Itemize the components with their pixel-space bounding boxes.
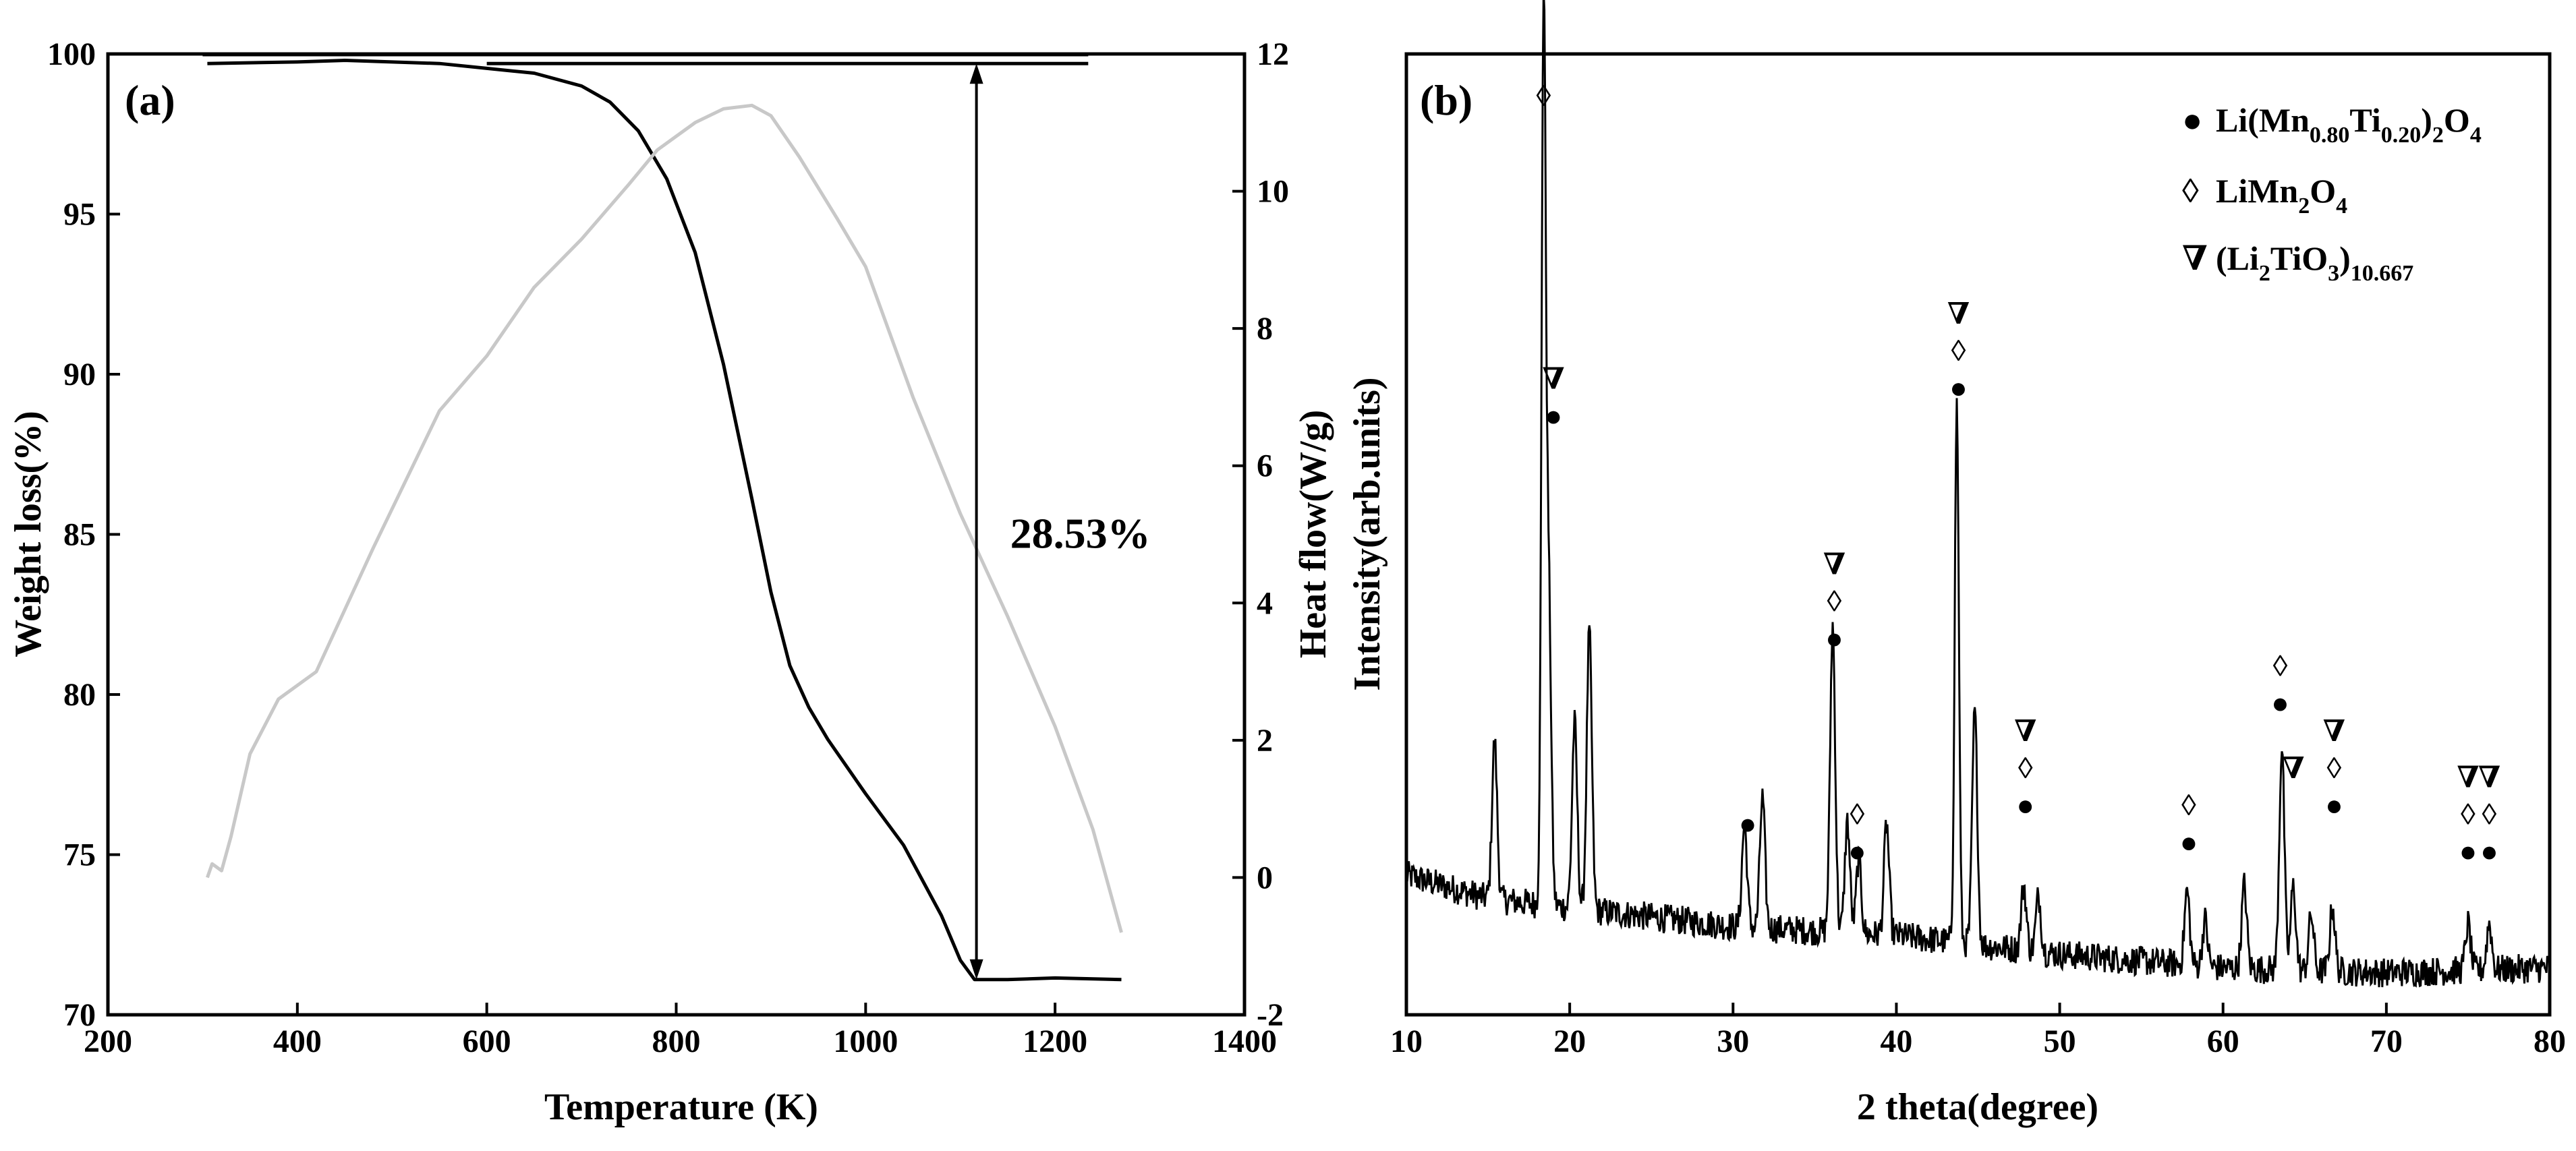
panel-b-legend: ● Li(Mn0.80Ti0.20)2O4 ◊ LiMn2O4 ∇ (Li2Ti… [2182, 101, 2482, 286]
peak-marker: ◊ [1827, 585, 1842, 618]
loss-arrow-head-down [969, 959, 983, 980]
x-tick-label: 1400 [1212, 1024, 1277, 1059]
y2-tick-label: -2 [1257, 997, 1284, 1033]
peak-marker: ∇ [2457, 761, 2479, 794]
legend-diamond-marker: ◊ [2182, 172, 2199, 210]
legend-label-limn2o4: LiMn2O4 [2216, 172, 2347, 218]
peak-marker: ∇ [2323, 715, 2345, 748]
peak-marker: ● [2271, 687, 2289, 720]
y-tick-label: 90 [63, 357, 96, 392]
peak-marker: ∇ [2282, 752, 2304, 785]
panel-b-plot-frame [1404, 52, 2552, 1017]
y2-tick-label: 10 [1257, 174, 1289, 210]
x-tick-label: 200 [84, 1024, 132, 1059]
panel-a-label: (a) [125, 76, 175, 124]
x-tick-label: 50 [2044, 1024, 2076, 1059]
x-tick-label: 40 [1880, 1024, 1912, 1059]
x-tick-label: 10 [1390, 1024, 1423, 1059]
x-tick-label: 20 [1553, 1024, 1586, 1059]
peak-marker: ∇ [2014, 715, 2036, 748]
peak-marker: ● [2180, 826, 2198, 859]
y2-tick-label: 8 [1257, 311, 1273, 347]
y-tick-label: 75 [63, 837, 96, 873]
panel-a-y2-axis-title: Heat flow(W/g) [1292, 410, 1334, 659]
weight-loss-annotation: 28.53% [1010, 510, 1151, 558]
peak-marker: ● [1825, 622, 1843, 655]
legend-triangle-marker: ∇ [2182, 239, 2208, 277]
peak-marker: ∇ [1823, 548, 1845, 581]
peak-marker: ● [1545, 399, 1563, 432]
y-tick-label: 85 [63, 517, 96, 553]
y2-tick-label: 4 [1257, 585, 1273, 621]
panel-b-y-axis-title: Intensity(arb.units) [1346, 377, 1388, 690]
panel-a-annotation: 28.53% [969, 63, 1151, 980]
peak-marker: ◊ [2273, 650, 2288, 683]
legend-label-li-mn-ti-o4: Li(Mn0.80Ti0.20)2O4 [2216, 101, 2482, 148]
legend-entry-li2tio3: ∇ (Li2TiO3)10.667 [2182, 239, 2413, 286]
panel-a-y-axis-title: Weight loss(%) [7, 411, 49, 657]
peak-marker: ∇ [1947, 297, 1970, 330]
panel-a-y2-ticks: -2 0 2 4 6 8 10 12 [1232, 36, 1289, 1033]
peak-marker: ● [2016, 789, 2034, 822]
legend-entry-limn2o4: ◊ LiMn2O4 [2182, 172, 2347, 218]
x-tick-label: 30 [1717, 1024, 1749, 1059]
y-tick-label: 95 [63, 197, 96, 233]
panel-b-xrd-pattern [1405, 0, 2550, 988]
y-tick-label: 80 [63, 677, 96, 713]
y2-tick-label: 6 [1257, 448, 1273, 484]
y-tick-label: 100 [47, 36, 96, 72]
panel-b-x-axis-title: 2 theta(degree) [1857, 1086, 2098, 1128]
legend-label-li2tio3: (Li2TiO3)10.667 [2216, 239, 2413, 286]
peak-marker: ● [2480, 835, 2498, 868]
x-tick-label: 60 [2207, 1024, 2239, 1059]
panel-a-y-ticks: 70 75 80 85 90 95 100 [47, 36, 120, 1033]
x-tick-label: 800 [652, 1024, 701, 1059]
legend-entry-li-mn-ti-o4: ● Li(Mn0.80Ti0.20)2O4 [2182, 101, 2482, 148]
peak-marker: ◊ [1537, 80, 1551, 113]
panel-a-series [202, 53, 1123, 982]
y2-tick-label: 0 [1257, 860, 1273, 895]
peak-marker: ∇ [1542, 362, 1564, 395]
peak-marker: ◊ [2181, 789, 2196, 822]
peak-marker: ● [1739, 807, 1757, 840]
peak-marker: ● [1949, 372, 1968, 405]
peak-marker: ∇ [2478, 761, 2500, 794]
peak-marker: ◊ [2018, 752, 2033, 785]
peak-marker: ◊ [2482, 798, 2497, 831]
panel-a-x-axis-title: Temperature (K) [544, 1086, 818, 1128]
panel-a-x-ticks: 200 400 600 800 1000 1200 1400 [84, 1003, 1277, 1059]
panel-b-label: (b) [1420, 76, 1472, 124]
panel-b-x-ticks: 10 20 30 40 50 60 70 80 [1390, 1003, 2566, 1059]
loss-arrow-head-up [969, 63, 983, 84]
weight-loss-line [207, 59, 1122, 982]
x-tick-label: 1200 [1023, 1024, 1087, 1059]
x-tick-label: 600 [463, 1024, 511, 1059]
panel-b-peak-markers: ◊∇●∇◊●∇◊●● ◊●∇◊● ◊●◊●∇∇◊●∇◊●∇◊● [1537, 80, 2500, 868]
panel-b-chart: 10 20 30 40 50 60 70 80 ◊∇●∇◊●∇◊●● ◊●∇◊● ◊●◊●∇∇◊●… [1346, 0, 2566, 1128]
x-tick-label: 400 [273, 1024, 322, 1059]
y2-tick-label: 2 [1257, 723, 1273, 759]
x-tick-label: 80 [2534, 1024, 2566, 1059]
y2-tick-label: 12 [1257, 36, 1289, 72]
heat-flow-line [206, 103, 1123, 933]
y-tick-label: 70 [63, 997, 96, 1033]
panel-a-chart: 200 400 600 800 1000 1200 1400 707580859095100… [7, 36, 1334, 1128]
peak-marker: ◊ [1951, 334, 1966, 367]
peak-marker: ● [2459, 835, 2478, 868]
legend-dot-marker: ● [2182, 101, 2202, 139]
peak-marker: ● [2325, 789, 2343, 822]
peak-marker: ◊ [2461, 798, 2475, 831]
x-tick-label: 1000 [833, 1024, 898, 1059]
peak-marker: ● [1848, 835, 1866, 868]
x-tick-label: 70 [2370, 1024, 2403, 1059]
peak-marker: ◊ [1850, 798, 1864, 831]
peak-marker: ◊ [2326, 752, 2341, 785]
